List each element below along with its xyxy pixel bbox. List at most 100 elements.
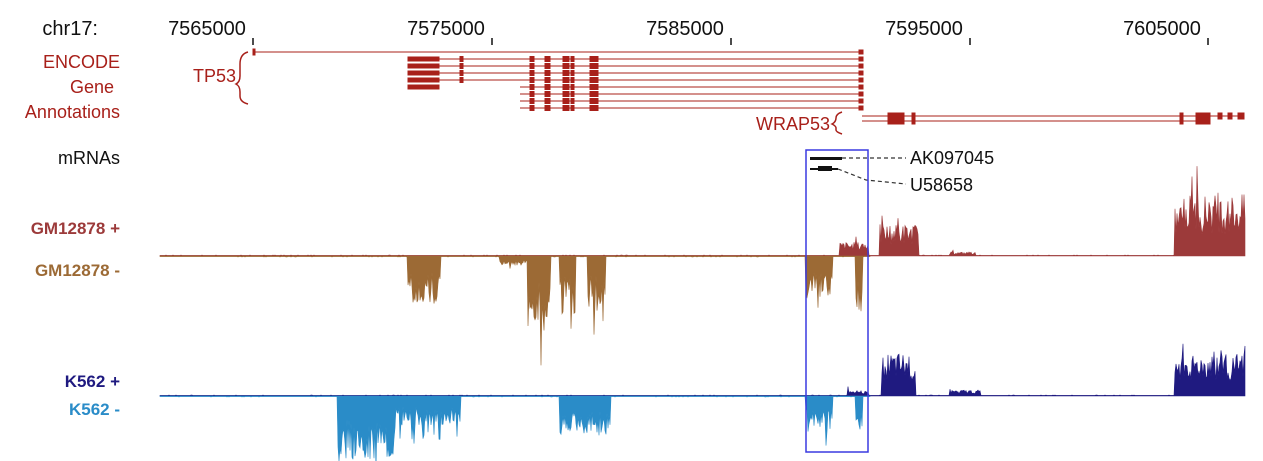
exon-block — [529, 105, 535, 111]
exon-block — [562, 91, 570, 97]
exon-block — [570, 84, 575, 90]
exon-block — [544, 77, 551, 83]
track-label-gm12878-plus: GM12878 + — [31, 219, 120, 238]
highlight-region-box[interactable] — [805, 149, 869, 453]
exon-block — [252, 48, 256, 56]
exon-block — [589, 56, 599, 62]
exon-block — [529, 98, 535, 104]
track-label-k562-minus: K562 - — [69, 400, 120, 419]
exon-block — [589, 105, 599, 111]
encode-gene-track[interactable]: ENCODE Gene Annotations TP53 WRAP53 — [25, 48, 1245, 135]
exon-block — [562, 70, 570, 76]
exon-block — [858, 70, 864, 76]
exon-block — [459, 70, 464, 76]
exon-block — [1227, 112, 1233, 120]
mrna-label[interactable]: U58658 — [910, 175, 973, 195]
ruler-tick-label: 7595000 — [885, 18, 963, 40]
ruler-tick-label: 7605000 — [1123, 18, 1201, 40]
exon-block — [529, 70, 535, 76]
gm12878-tracks[interactable]: GM12878 + GM12878 - — [31, 166, 1246, 366]
exon-block — [407, 77, 440, 83]
wrap53-brace — [830, 111, 843, 135]
exon-block — [459, 63, 464, 69]
exon-block — [858, 77, 864, 83]
exon-block — [544, 91, 551, 97]
track-label-line: Gene — [70, 77, 114, 97]
wrap53-transcripts[interactable] — [862, 112, 1245, 125]
exon-block — [1199, 117, 1211, 125]
mrna-leader-line — [837, 168, 907, 185]
chrom-label: chr17: — [42, 18, 98, 40]
exon-block — [858, 91, 864, 97]
k562-tracks[interactable]: K562 + K562 - — [65, 343, 1246, 461]
tp53-brace — [234, 51, 249, 105]
exon-block — [529, 63, 535, 69]
gm12878-plus-signal[interactable] — [159, 166, 1246, 257]
exon-block — [529, 77, 535, 83]
exon-block — [858, 84, 864, 90]
exon-block — [544, 98, 551, 104]
wrap53-gene-label[interactable]: WRAP53 — [756, 114, 830, 134]
ruler-tick-label: 7575000 — [407, 18, 485, 40]
exon-block — [1179, 117, 1184, 125]
exon-block — [858, 56, 864, 62]
gm12878-minus-signal[interactable] — [159, 255, 871, 366]
exon-block — [887, 117, 905, 125]
exon-block — [589, 98, 599, 104]
k562-minus-signal[interactable] — [159, 395, 871, 461]
exon-block — [544, 105, 551, 111]
position-ruler: chr17: 7565000 7575000 7585000 7595000 7… — [42, 18, 1209, 45]
track-label-k562-plus: K562 + — [65, 372, 120, 391]
exon-block — [858, 63, 864, 69]
exon-block — [570, 91, 575, 97]
exon-block — [1217, 112, 1223, 120]
ruler-tick-label: 7565000 — [168, 18, 246, 40]
mrna-feature-ak097045[interactable] — [810, 157, 842, 160]
exon-block — [529, 91, 535, 97]
mrna-track[interactable]: mRNAs AK097045 U58658 — [58, 148, 994, 195]
exon-block — [589, 91, 599, 97]
exon-block — [570, 98, 575, 104]
exon-block — [570, 77, 575, 83]
exon-block — [562, 84, 570, 90]
tp53-transcripts[interactable] — [252, 48, 864, 111]
exon-block — [562, 98, 570, 104]
exon-block — [529, 84, 535, 90]
exon-block — [589, 63, 599, 69]
mrna-feature-u58658[interactable] — [818, 166, 832, 171]
track-label: mRNAs — [58, 148, 120, 168]
exon-block — [589, 84, 599, 90]
exon-block — [570, 105, 575, 111]
exon-block — [529, 56, 535, 62]
exon-block — [544, 63, 551, 69]
exon-block — [562, 63, 570, 69]
track-label-gm12878-minus: GM12878 - — [35, 261, 120, 280]
exon-block — [570, 56, 575, 62]
exon-block — [570, 63, 575, 69]
exon-block — [1237, 112, 1245, 120]
track-label-line: ENCODE — [43, 52, 120, 72]
exon-block — [407, 70, 440, 76]
k562-plus-signal[interactable] — [159, 343, 1246, 397]
exon-block — [562, 56, 570, 62]
tp53-gene-label[interactable]: TP53 — [193, 66, 236, 86]
exon-block — [858, 49, 864, 55]
exon-block — [858, 98, 864, 104]
exon-block — [407, 63, 440, 69]
track-label-line: Annotations — [25, 102, 120, 122]
exon-block — [858, 105, 864, 111]
exon-block — [562, 105, 570, 111]
exon-block — [562, 77, 570, 83]
exon-block — [407, 84, 440, 90]
exon-block — [407, 56, 440, 62]
exon-block — [459, 77, 464, 83]
exon-block — [544, 56, 551, 62]
mrna-label[interactable]: AK097045 — [910, 148, 994, 168]
exon-block — [911, 117, 916, 125]
exon-block — [459, 56, 464, 62]
exon-block — [570, 70, 575, 76]
exon-block — [544, 70, 551, 76]
exon-block — [589, 70, 599, 76]
exon-block — [589, 77, 599, 83]
